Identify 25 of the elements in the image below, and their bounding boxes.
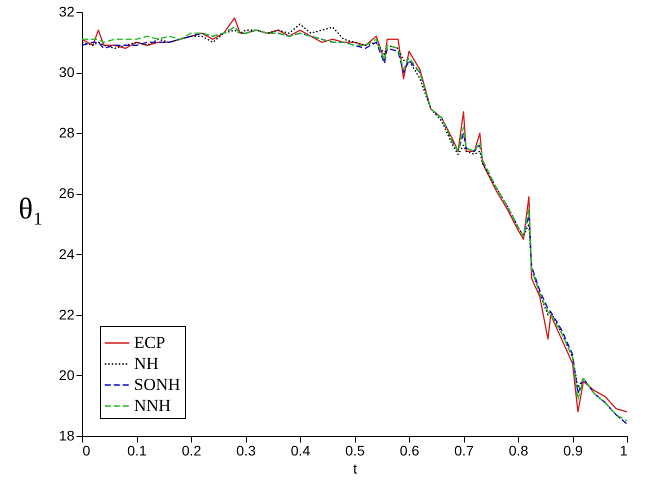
- x-axis-title: t: [353, 460, 358, 476]
- legend-label: NH: [134, 354, 159, 373]
- x-tick-label: 0: [82, 442, 90, 458]
- x-tick-label: 0.7: [454, 442, 474, 458]
- y-tick-label: 32: [58, 4, 75, 20]
- y-axis-title: θ₁: [18, 192, 44, 226]
- x-tick-label: 0.1: [127, 442, 147, 458]
- y-tick-label: 30: [58, 64, 75, 80]
- y-tick-label: 24: [58, 246, 75, 262]
- legend-label: ECP: [134, 333, 166, 352]
- x-tick-label: 0.4: [290, 442, 310, 458]
- x-tick-label: 0.3: [236, 442, 256, 458]
- x-tick-label: 0.6: [400, 442, 420, 458]
- y-tick-label: 18: [58, 428, 75, 444]
- x-tick-label: 0.8: [508, 442, 528, 458]
- y-tick-label: 26: [58, 185, 75, 202]
- x-tick-label: 0.9: [563, 442, 583, 458]
- x-tick-label: 0.2: [182, 442, 202, 458]
- y-tick-label: 20: [58, 366, 75, 383]
- y-tick-label: 22: [58, 306, 75, 322]
- legend-label: SONH: [134, 375, 180, 394]
- x-tick-label: 0.5: [345, 442, 365, 458]
- legend-label: NNH: [134, 396, 171, 415]
- x-tick-label: 1: [620, 442, 628, 458]
- y-tick-label: 28: [58, 124, 75, 141]
